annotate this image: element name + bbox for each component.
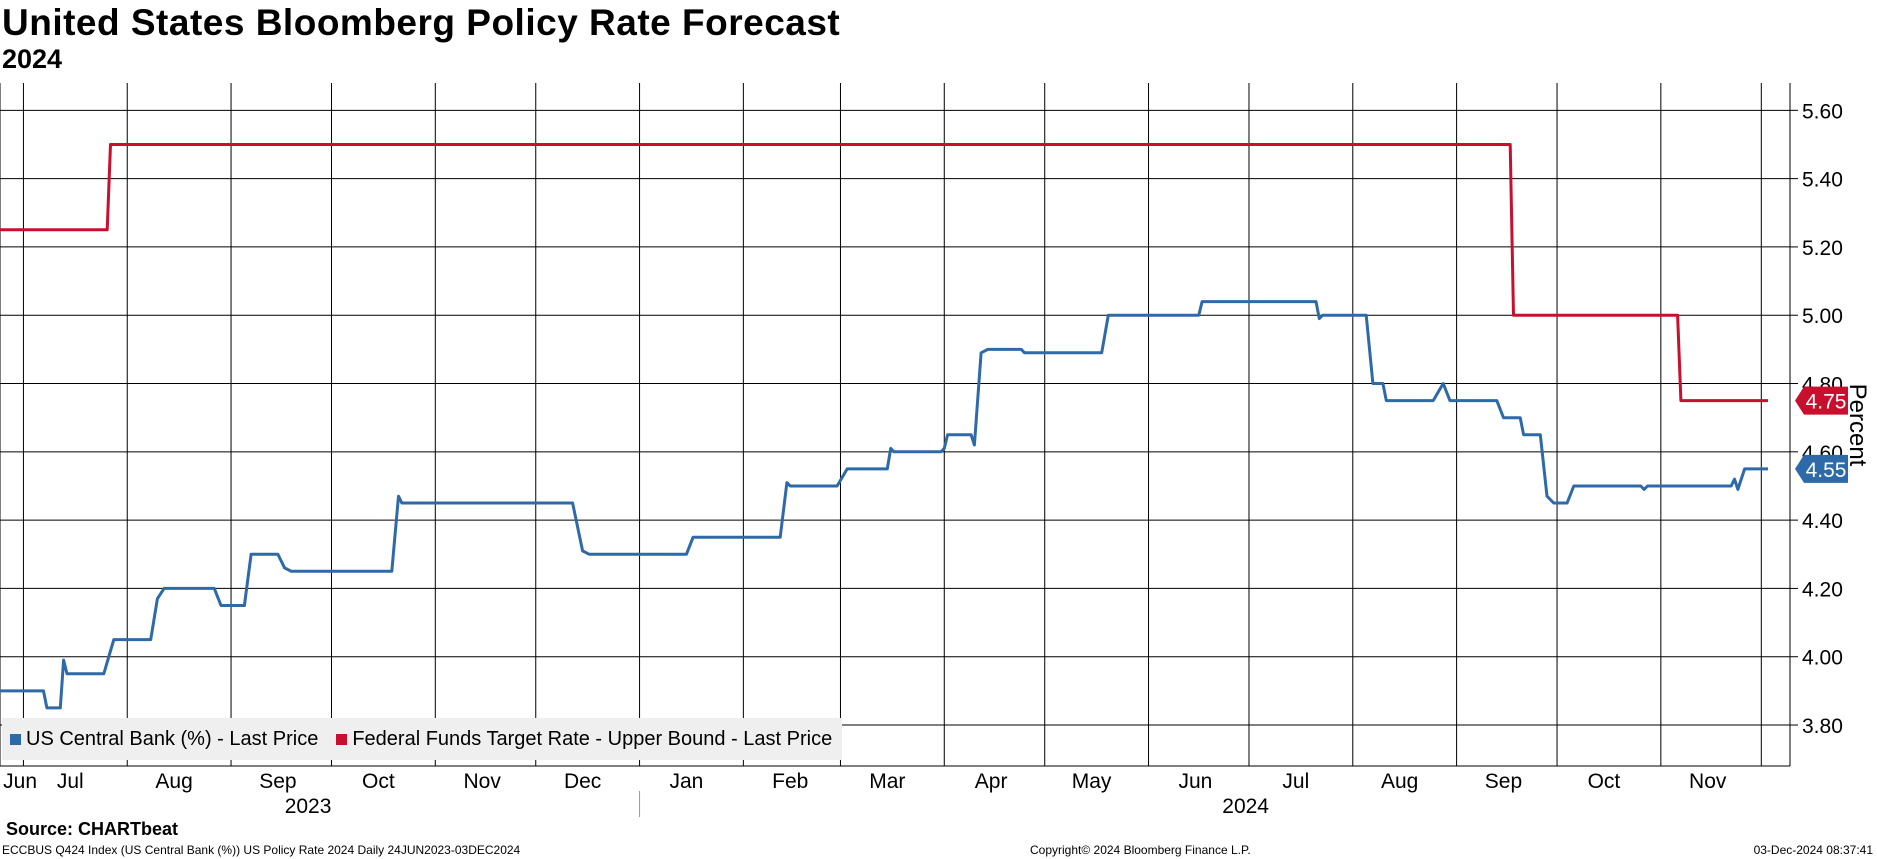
x-tick-label: Jun <box>1178 770 1212 793</box>
y-tick-label: 4.40 <box>1802 510 1843 533</box>
y-tick-label: 4.20 <box>1802 578 1843 601</box>
x-tick-label: Nov <box>1689 770 1727 793</box>
x-tick-label: Jul <box>1282 770 1309 793</box>
last-value-badge-shape <box>1795 386 1848 415</box>
legend-label-us-central-bank: US Central Bank (%) - Last Price <box>26 727 319 750</box>
x-tick-label: Jun <box>3 770 37 793</box>
last-value-label: 4.55 <box>1806 459 1847 482</box>
x-year-label: 2024 <box>1222 795 1269 818</box>
x-tick-label: Jul <box>57 770 84 793</box>
legend-label-fed-funds: Federal Funds Target Rate - Upper Bound … <box>352 727 833 750</box>
legend-item-fed-funds: Federal Funds Target Rate - Upper Bound … <box>336 728 832 751</box>
source-note: Source: CHARTbeat <box>6 819 179 839</box>
x-tick-label: Sep <box>1485 770 1522 793</box>
x-tick-label: Aug <box>1381 770 1418 793</box>
legend-item-us-central-bank: US Central Bank (%) - Last Price <box>10 728 318 751</box>
x-year-label: 2023 <box>285 795 332 818</box>
y-tick-label: 4.00 <box>1802 647 1843 670</box>
y-tick-label: 5.40 <box>1802 169 1843 192</box>
x-tick-label: Jan <box>670 770 704 793</box>
last-value-badges: 4.55 4.75 <box>1795 386 1848 483</box>
series-layer <box>0 143 1768 710</box>
x-tick-label: Dec <box>564 770 601 793</box>
y-tick-label: 5.20 <box>1802 237 1843 260</box>
legend: US Central Bank (%) - Last Price Federal… <box>2 718 843 760</box>
x-tick-label: Mar <box>869 770 905 793</box>
last-value-label: 4.75 <box>1806 391 1847 414</box>
last-value-badge: 4.75 <box>1795 386 1848 415</box>
chart-title: United States Bloomberg Policy Rate Fore… <box>2 2 841 43</box>
x-tick-label: Aug <box>155 770 192 793</box>
legend-swatch-us-central-bank <box>10 733 21 745</box>
last-value-badge-shape <box>1795 454 1848 483</box>
series-line-us-central-bank <box>0 300 1768 710</box>
x-tick-label: Sep <box>259 770 296 793</box>
x-tick-label: Oct <box>1588 770 1621 793</box>
vertical-gridlines <box>22 83 1762 766</box>
y-tick-label: 3.80 <box>1802 715 1843 738</box>
x-tick-label: May <box>1072 770 1112 793</box>
x-tick-label: Apr <box>975 770 1008 793</box>
y-tick-label: 5.60 <box>1802 100 1843 123</box>
chart-subtitle: 2024 <box>2 44 63 74</box>
x-tick-label: Oct <box>362 770 395 793</box>
y-axis-ticks: 5.605.405.205.004.804.604.404.204.003.80 <box>1790 100 1843 738</box>
x-tick-label: Feb <box>772 770 808 793</box>
footer-timestamp: 03-Dec-2024 08:37:41 <box>1753 843 1873 857</box>
x-tick-label: Nov <box>464 770 502 793</box>
last-value-badge: 4.55 <box>1795 454 1848 483</box>
y-tick-label: 5.00 <box>1802 305 1843 328</box>
y-axis-label: Percent <box>1844 384 1871 467</box>
footer-index-info: ECCBUS Q424 Index (US Central Bank (%)) … <box>2 843 521 857</box>
series-line-fed-funds-upper <box>0 143 1768 403</box>
x-axis-ticks: Jun Jul Aug Sep Oct Nov Dec Jan Feb Mar Apr May Jun J… <box>3 770 1727 818</box>
footer-copyright: Copyright© 2024 Bloomberg Finance L.P. <box>1030 843 1251 857</box>
legend-swatch-fed-funds <box>336 733 348 745</box>
